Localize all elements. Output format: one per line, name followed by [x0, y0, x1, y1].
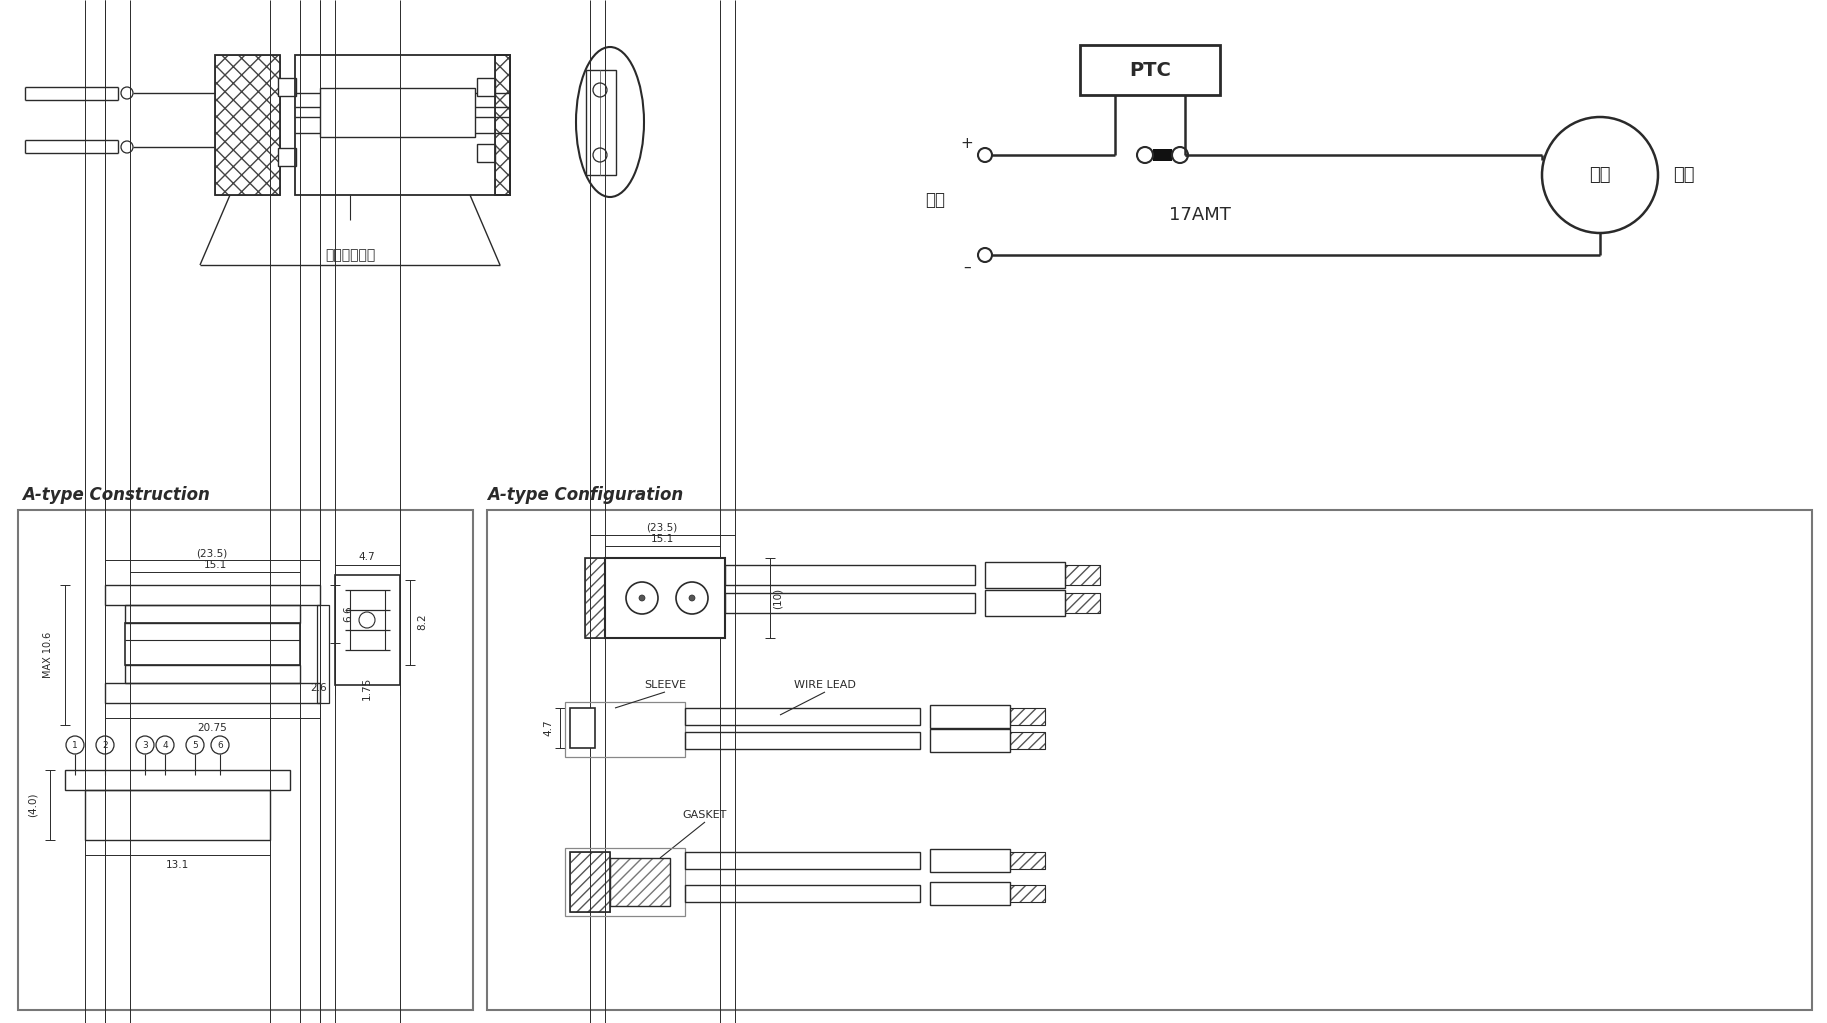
Bar [585, 558, 605, 638]
Text: 20.75: 20.75 [197, 723, 227, 733]
Text: 15.1: 15.1 [203, 560, 227, 570]
Text: 5: 5 [192, 741, 197, 750]
Bar [1010, 852, 1045, 869]
Bar [66, 770, 290, 790]
Bar [1010, 885, 1045, 902]
Bar [685, 732, 921, 749]
Bar [930, 705, 1010, 728]
Text: A-type Construction: A-type Construction [22, 486, 210, 504]
Text: 6.6: 6.6 [343, 606, 353, 622]
Text: –: – [963, 260, 970, 274]
Bar [725, 593, 976, 613]
Text: PTC: PTC [1129, 60, 1171, 80]
Text: SLEEVE: SLEEVE [643, 680, 685, 690]
Bar [124, 605, 300, 623]
Text: 13.1: 13.1 [166, 860, 188, 870]
Bar [86, 790, 270, 840]
Text: 6: 6 [217, 741, 223, 750]
Bar [930, 882, 1010, 905]
Bar [18, 510, 473, 1010]
Bar [586, 70, 616, 175]
Text: 运行: 运行 [1674, 166, 1694, 184]
Bar [124, 665, 300, 683]
Bar [318, 605, 329, 703]
Text: 电源: 电源 [924, 191, 945, 209]
Bar [985, 590, 1065, 616]
Bar [320, 88, 475, 137]
Text: 4.7: 4.7 [358, 552, 375, 562]
Bar [685, 708, 921, 725]
Bar [488, 510, 1812, 1010]
Bar [930, 729, 1010, 752]
Bar [294, 55, 510, 195]
Bar [124, 623, 300, 665]
Bar [685, 852, 921, 869]
Text: A-type Configuration: A-type Configuration [488, 486, 683, 504]
Bar [565, 702, 685, 757]
Text: 1.75: 1.75 [362, 676, 373, 700]
Bar [985, 562, 1065, 588]
Text: 4.7: 4.7 [543, 720, 554, 737]
Text: GASKET: GASKET [683, 810, 727, 820]
Bar [605, 558, 725, 638]
Text: (23.5): (23.5) [195, 548, 228, 558]
Text: MAX 10.6: MAX 10.6 [44, 632, 53, 678]
Circle shape [639, 595, 645, 601]
Bar [495, 55, 510, 195]
Ellipse shape [576, 47, 643, 197]
Bar [1065, 565, 1100, 585]
Text: 17AMT: 17AMT [1169, 206, 1231, 224]
Bar [570, 708, 596, 748]
Bar [1010, 708, 1045, 725]
Bar [610, 858, 671, 906]
Text: 负载: 负载 [1589, 166, 1611, 184]
Bar [1080, 45, 1220, 95]
Bar [1065, 593, 1100, 613]
Bar [1065, 593, 1100, 613]
Bar [570, 852, 610, 911]
Bar [565, 848, 685, 916]
Text: (4.0): (4.0) [27, 793, 38, 817]
Bar [725, 565, 976, 585]
Bar [1010, 852, 1045, 869]
Bar [570, 852, 610, 911]
Text: 2: 2 [102, 741, 108, 750]
Text: (10): (10) [773, 587, 784, 609]
Bar [495, 55, 510, 195]
Bar [477, 144, 495, 162]
Text: WIRE LEAD: WIRE LEAD [795, 680, 855, 690]
Bar [1010, 732, 1045, 749]
Bar [216, 55, 280, 195]
Text: 4: 4 [163, 741, 168, 750]
Text: 15.1: 15.1 [650, 534, 674, 544]
Text: 2.6: 2.6 [311, 683, 327, 693]
Bar [685, 885, 921, 902]
Text: 1: 1 [71, 741, 79, 750]
Bar [1065, 565, 1100, 585]
Text: +: + [961, 135, 974, 150]
Bar [1153, 149, 1171, 161]
Bar [610, 858, 671, 906]
Bar [278, 148, 296, 166]
Bar [1010, 708, 1045, 725]
Text: (23.5): (23.5) [647, 523, 678, 533]
Bar [334, 575, 400, 685]
Bar [216, 55, 280, 195]
Bar [930, 849, 1010, 872]
Bar [278, 78, 296, 96]
Text: 8.2: 8.2 [417, 614, 428, 630]
Bar [1010, 732, 1045, 749]
Bar [104, 585, 320, 605]
Bar [104, 683, 320, 703]
Text: 3: 3 [143, 741, 148, 750]
Bar [585, 558, 605, 638]
Bar [477, 78, 495, 96]
Circle shape [689, 595, 694, 601]
Text: 套管两头密封: 套管两头密封 [325, 248, 375, 262]
Bar [1010, 885, 1045, 902]
